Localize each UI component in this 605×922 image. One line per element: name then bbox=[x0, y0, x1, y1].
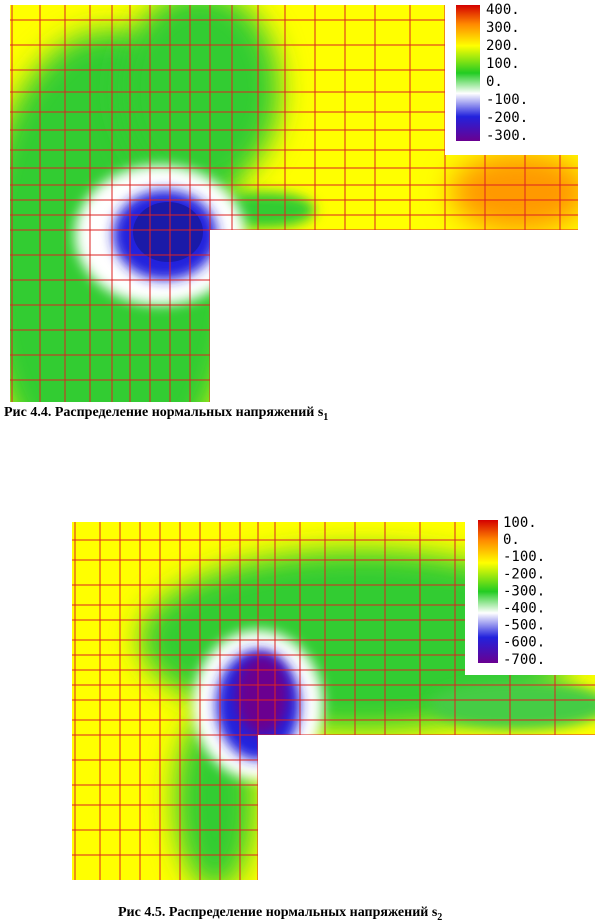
legend-label: -400. bbox=[503, 601, 545, 617]
legend-label: -600. bbox=[503, 635, 545, 651]
legend-label: -500. bbox=[503, 618, 545, 634]
legend-label: -100. bbox=[486, 92, 528, 108]
legend-label: -200. bbox=[486, 110, 528, 126]
caption-subscript: 2 bbox=[437, 912, 442, 922]
field-zone bbox=[430, 680, 595, 730]
legend-label: -300. bbox=[486, 128, 528, 144]
legend-label: -200. bbox=[503, 566, 545, 582]
caption-text: Рис 4.5. Распределение нормальных напряж… bbox=[118, 905, 438, 920]
caption-subscript: 1 bbox=[323, 412, 328, 423]
colorbar bbox=[478, 520, 498, 663]
legend-label: -300. bbox=[503, 583, 545, 599]
legend-label: 100. bbox=[503, 515, 537, 531]
legend-label: -100. bbox=[503, 549, 545, 565]
field-zone bbox=[133, 202, 203, 262]
legend-label: 100. bbox=[486, 56, 520, 72]
colorbar bbox=[456, 5, 480, 141]
legend: 100.0.-100.-200.-300. -400.-500.-600.-700… bbox=[503, 515, 545, 668]
caption: Рис 4.5. Распределение нормальных напряж… bbox=[118, 905, 442, 922]
field-zone bbox=[236, 655, 288, 735]
field-zone bbox=[450, 152, 578, 232]
legend-label: -700. bbox=[503, 652, 545, 668]
legend-label: 400. bbox=[486, 2, 520, 18]
legend-label: 200. bbox=[486, 38, 520, 54]
caption: Рис 4.4. Распределение нормальных напряж… bbox=[4, 405, 328, 423]
legend-label: 300. bbox=[486, 20, 520, 36]
field-zone bbox=[120, 5, 280, 190]
legend-label: 0. bbox=[486, 74, 503, 90]
caption-text: Рис 4.4. Распределение нормальных напряж… bbox=[4, 405, 324, 420]
legend: 400. 300. 200. 100. 0. -100. -200. -300. bbox=[486, 2, 528, 144]
legend-label: 0. bbox=[503, 532, 520, 548]
